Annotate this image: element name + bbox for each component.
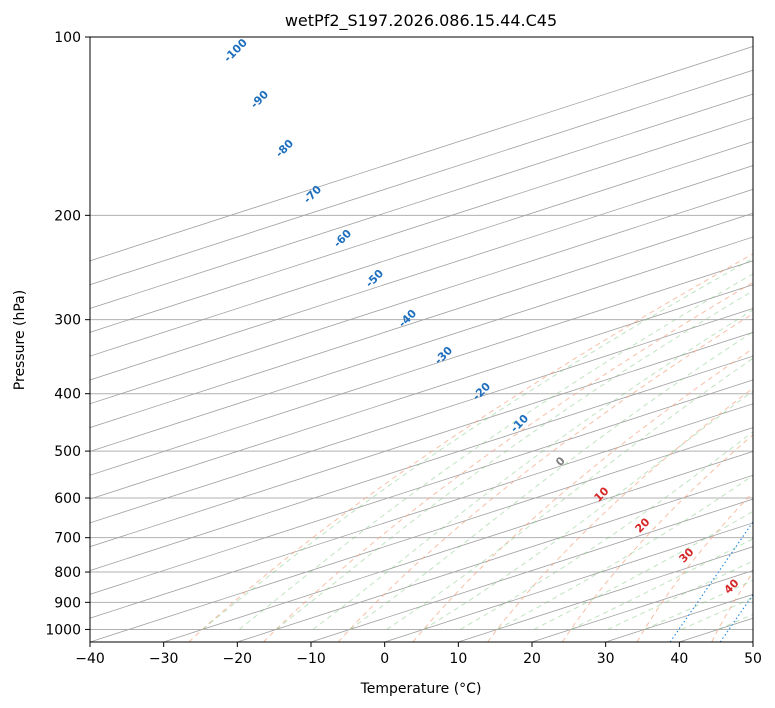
moist-adiabat-line bbox=[607, 560, 753, 630]
isotherm-line bbox=[90, 331, 753, 548]
moist-adiabat-label: 0 bbox=[553, 454, 568, 469]
y-axis-title: Pressure (hPa) bbox=[12, 290, 28, 390]
moist-adiabat-line bbox=[386, 357, 753, 630]
isotherm-line bbox=[90, 165, 753, 381]
dry-adiabat-label: -50 bbox=[363, 267, 386, 290]
isotherm-line bbox=[90, 260, 753, 476]
isotherm-line bbox=[237, 474, 753, 642]
dry-adiabat-label: -10 bbox=[508, 412, 531, 435]
isotherm-line bbox=[90, 308, 753, 524]
dry-adiabat-line bbox=[412, 347, 753, 642]
dry-adiabat-line bbox=[561, 434, 753, 642]
x-tick-label: −10 bbox=[296, 651, 326, 667]
isotherm-line bbox=[90, 403, 753, 619]
isotherm-line bbox=[90, 69, 753, 286]
x-tick-label: 20 bbox=[523, 651, 541, 667]
moist-adiabat-line bbox=[496, 474, 753, 630]
x-tick-label: 30 bbox=[597, 651, 615, 667]
dry-adiabat-label: -60 bbox=[331, 227, 354, 250]
dry-adiabat-line bbox=[263, 281, 753, 642]
dry-adiabat-line bbox=[188, 253, 753, 642]
isotherm-line bbox=[752, 641, 753, 642]
isotherm-line bbox=[384, 522, 753, 642]
isotherm-line bbox=[163, 450, 753, 642]
dry-adiabat-label: -90 bbox=[248, 88, 271, 111]
x-tick-label: 40 bbox=[670, 651, 688, 667]
moist-adiabat-line bbox=[570, 538, 753, 630]
isotherm-line bbox=[90, 284, 753, 500]
y-tick-label: 900 bbox=[54, 595, 81, 611]
isotherm-line bbox=[90, 45, 753, 262]
x-tick-label: −40 bbox=[75, 651, 105, 667]
moist-adiabat-line bbox=[275, 290, 753, 630]
chart-title: wetPf2_S197.2026.086.15.44.C45 bbox=[285, 11, 557, 31]
moist-adiabat-line bbox=[349, 331, 753, 630]
isotherm-line bbox=[90, 427, 753, 642]
mixing-ratio-line bbox=[719, 593, 753, 642]
isotherm-line bbox=[458, 546, 753, 642]
x-axis-title: Temperature (°C) bbox=[360, 681, 482, 697]
isotherm-line bbox=[90, 117, 753, 333]
y-tick-label: 400 bbox=[54, 387, 81, 403]
y-tick-label: 800 bbox=[54, 565, 81, 581]
y-tick-label: 500 bbox=[54, 444, 81, 460]
isotherm-line bbox=[90, 212, 753, 429]
isotherm-line bbox=[90, 379, 753, 595]
moist-adiabat-line bbox=[718, 613, 753, 630]
plot-frame bbox=[89, 36, 754, 643]
x-tick-label: 0 bbox=[380, 651, 389, 667]
isotherm-line bbox=[90, 141, 753, 357]
y-tick-label: 1000 bbox=[45, 622, 81, 638]
background-lines bbox=[90, 37, 775, 642]
y-tick-label: 300 bbox=[54, 313, 81, 329]
dry-adiabat-label: -20 bbox=[470, 380, 493, 403]
isotherm-line bbox=[310, 498, 753, 642]
isotherm-line bbox=[679, 617, 753, 642]
dry-adiabat-label: -40 bbox=[396, 307, 419, 330]
moist-adiabat-line bbox=[460, 431, 753, 630]
y-axis: 100 200 300 400 500 600 700 800 900 1000 bbox=[45, 30, 90, 638]
moist-adiabat-line bbox=[202, 257, 753, 630]
dry-adiabat-label: -80 bbox=[273, 137, 296, 160]
y-tick-label: 700 bbox=[54, 531, 81, 547]
moist-adiabat-line bbox=[423, 390, 753, 630]
x-tick-label: 10 bbox=[449, 651, 467, 667]
y-tick-label: 100 bbox=[54, 30, 81, 46]
isotherm-line bbox=[90, 355, 753, 571]
x-tick-label: −20 bbox=[223, 651, 253, 667]
x-axis: −40 −30 −20 −10 0 10 20 30 40 50 bbox=[75, 642, 762, 667]
isotherm-line bbox=[90, 93, 753, 309]
moist-adiabat-label: 30 bbox=[677, 545, 697, 565]
x-tick-label: −30 bbox=[149, 651, 179, 667]
isotherm-line bbox=[90, 236, 753, 452]
dry-adiabat-label: -100 bbox=[221, 36, 250, 65]
x-tick-label: 50 bbox=[744, 651, 762, 667]
y-tick-label: 600 bbox=[54, 491, 81, 507]
y-tick-label: 200 bbox=[54, 208, 81, 224]
dry-adiabat-line bbox=[337, 312, 753, 642]
moist-adiabat-line bbox=[238, 273, 753, 630]
line-labels: 0.10.20.40.611.52346810131620253036-100-… bbox=[221, 36, 742, 597]
isotherm-line bbox=[90, 188, 753, 405]
moist-adiabat-line bbox=[755, 215, 775, 629]
